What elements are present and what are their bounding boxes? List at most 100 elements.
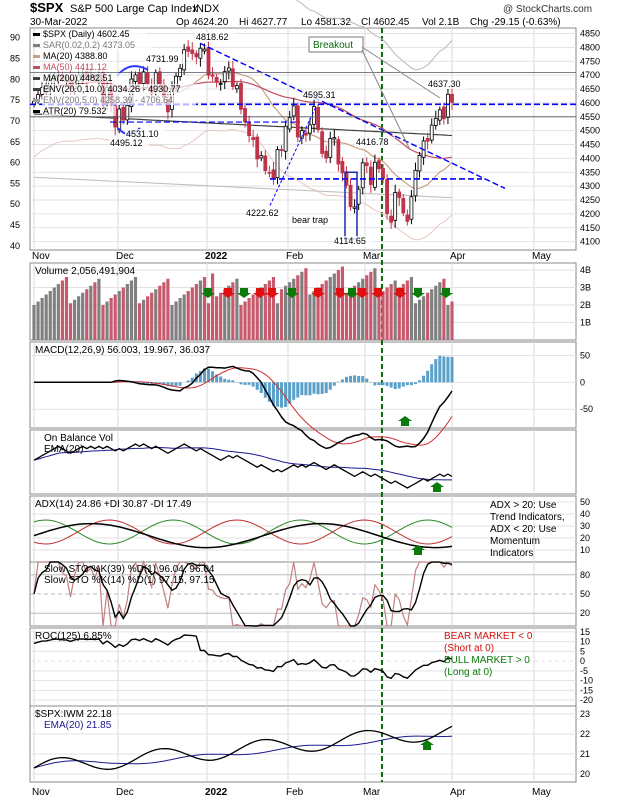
stoch-title-2: Slow STO %K(14) %D(1) 97.15, 97.15 xyxy=(44,575,215,586)
macd-histogram-bar xyxy=(215,374,219,383)
candle-body xyxy=(413,169,418,197)
macd-histogram-bar xyxy=(418,380,422,383)
candle-body xyxy=(287,117,292,130)
volume-bar xyxy=(267,280,271,340)
adx-line xyxy=(33,522,453,549)
volume-bar xyxy=(381,291,385,340)
candle-body xyxy=(433,118,438,126)
volume-bar xyxy=(97,278,101,340)
volume-down-arrow xyxy=(311,288,325,298)
rsi-tick-label: 90 xyxy=(10,33,20,43)
macd-histogram-bar xyxy=(312,382,316,394)
volume-bar xyxy=(409,277,414,340)
volume-down-arrow xyxy=(393,288,407,298)
volume-bar xyxy=(178,298,182,340)
macd-histogram-bar xyxy=(255,382,259,390)
legend-entry: ENV(200,5.0) 4258.39 - 4706.64 xyxy=(43,95,173,105)
adx-note-line: Momentum xyxy=(490,536,540,547)
candle-body xyxy=(295,105,300,138)
macd-histogram-bar xyxy=(336,381,340,383)
candle-body xyxy=(381,168,385,179)
volume-bar xyxy=(44,294,48,340)
volume-down-arrow xyxy=(355,288,369,298)
legend-bg xyxy=(42,51,116,61)
volume-down-arrow xyxy=(371,288,385,298)
candle-body xyxy=(328,138,333,158)
price-tick-label: 4750 xyxy=(580,56,600,66)
volume-bar xyxy=(219,292,223,340)
candle-body xyxy=(145,72,150,85)
annotation-bg xyxy=(125,129,165,139)
obv-ema-label: EMA(20) xyxy=(44,444,83,455)
volume-bar xyxy=(133,277,138,340)
price-tick-label: 4200 xyxy=(580,209,600,219)
macd-histogram-bar xyxy=(275,382,279,407)
candle-body xyxy=(332,137,337,140)
candle-body xyxy=(312,106,316,125)
candle-body xyxy=(308,124,312,134)
macd-histogram-bar xyxy=(361,376,365,383)
header-close: Cl 4602.45 xyxy=(361,17,410,28)
minus-di-line xyxy=(33,519,453,545)
volume-bar xyxy=(413,303,418,340)
macd-histogram-bar xyxy=(170,382,174,387)
rsi-tick-label: 80 xyxy=(10,74,20,84)
volume-bar xyxy=(239,305,243,340)
volume-bar xyxy=(101,305,105,340)
volume-bar xyxy=(223,289,227,340)
macd-line xyxy=(34,365,453,450)
roc-tick-label: -15 xyxy=(580,685,593,695)
candle-body xyxy=(372,161,377,188)
volume-bar xyxy=(332,273,336,340)
volume-bar xyxy=(235,278,239,340)
price-tick-label: 4550 xyxy=(580,112,600,122)
volume-bar xyxy=(251,294,255,340)
legend-bg xyxy=(42,95,196,105)
rsi-tick-label: 70 xyxy=(10,116,20,126)
volume-up-arrow xyxy=(201,288,215,298)
macd-histogram-bar xyxy=(247,382,251,385)
candle-body xyxy=(198,47,203,59)
x-tick-label: Apr xyxy=(450,251,466,262)
price-tick-label: 4600 xyxy=(580,98,600,108)
candle-body xyxy=(441,106,446,120)
roc-note: BULL MARKET > 0 xyxy=(444,655,530,666)
roc-tick-label: 10 xyxy=(580,637,590,647)
macd-title: MACD(12,26,9) 56.003, 19.967, 36.037 xyxy=(35,345,211,356)
roc-title: ROC(125) 6.85% xyxy=(35,631,112,642)
volume-down-arrow xyxy=(221,288,235,298)
price-annotation: 4637.30 xyxy=(428,79,461,89)
candle-body xyxy=(389,215,394,223)
volume-bar xyxy=(426,292,430,340)
panel-frame-ratio xyxy=(29,705,577,783)
volume-bar xyxy=(357,282,361,340)
macd-histogram-bar xyxy=(377,382,381,386)
volume-bar xyxy=(93,282,97,340)
candle-body xyxy=(336,139,341,165)
candle-body xyxy=(401,197,406,214)
roc-tick-label: -20 xyxy=(580,695,593,705)
annotation-bg xyxy=(245,208,285,218)
price-annotation: 4416.78 xyxy=(356,137,389,147)
volume-bar xyxy=(397,287,401,340)
macd-histogram-bar xyxy=(150,382,154,385)
price-tick-label: 4450 xyxy=(580,140,600,150)
legend-bg xyxy=(42,84,206,94)
rsi-tick-label: 55 xyxy=(10,178,20,188)
volume-bar xyxy=(215,296,219,340)
volume-bar xyxy=(405,280,409,340)
volume-bar xyxy=(296,275,300,340)
rsi-tick-label: 75 xyxy=(10,95,20,105)
volume-bar xyxy=(365,275,369,340)
volume-bar xyxy=(85,289,89,340)
volume-bar xyxy=(117,291,121,340)
volume-bar xyxy=(336,270,340,340)
chart-panels xyxy=(29,27,577,783)
stoch-title: Slow STO %K(39) %D(1) 96.04, 96.04 xyxy=(44,564,215,575)
macd-histogram-bar xyxy=(422,375,426,383)
ratio-tick-label: 21 xyxy=(580,749,590,759)
legend-entry: MA(20) 4388.80 xyxy=(43,51,108,61)
stoch14-line xyxy=(33,560,453,628)
volume-bar xyxy=(186,291,190,340)
